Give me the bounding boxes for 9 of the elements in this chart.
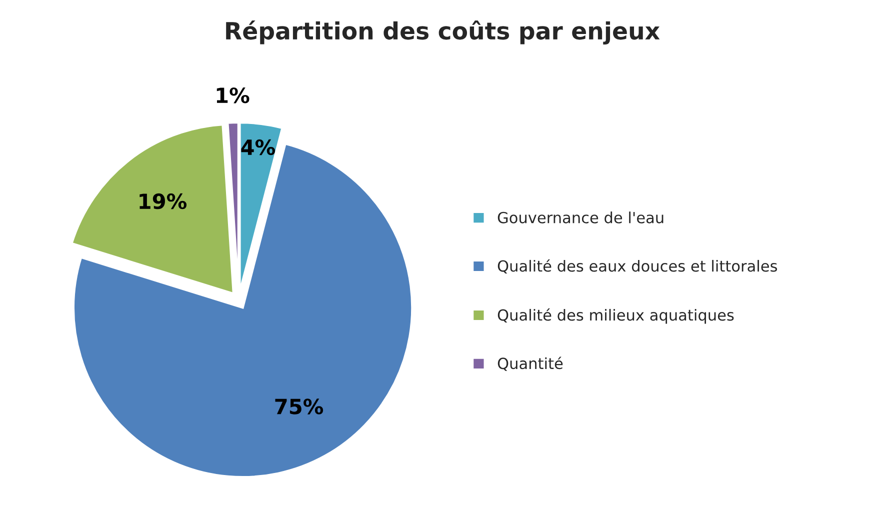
data-label: 75% <box>275 398 324 414</box>
legend-label: Qualité des milieux aquatiques <box>498 308 734 324</box>
data-label: 4% <box>241 139 275 156</box>
data-label: 19% <box>140 193 187 210</box>
legend-label: Quantité <box>498 356 563 371</box>
legend-label: Qualité des eaux douces et littorales <box>498 259 778 274</box>
chart-title: Répartition des coûts par enjeux <box>226 20 660 44</box>
legend-label: Gouvernance de l'eau <box>498 212 664 224</box>
data-label: 1% <box>216 87 250 104</box>
